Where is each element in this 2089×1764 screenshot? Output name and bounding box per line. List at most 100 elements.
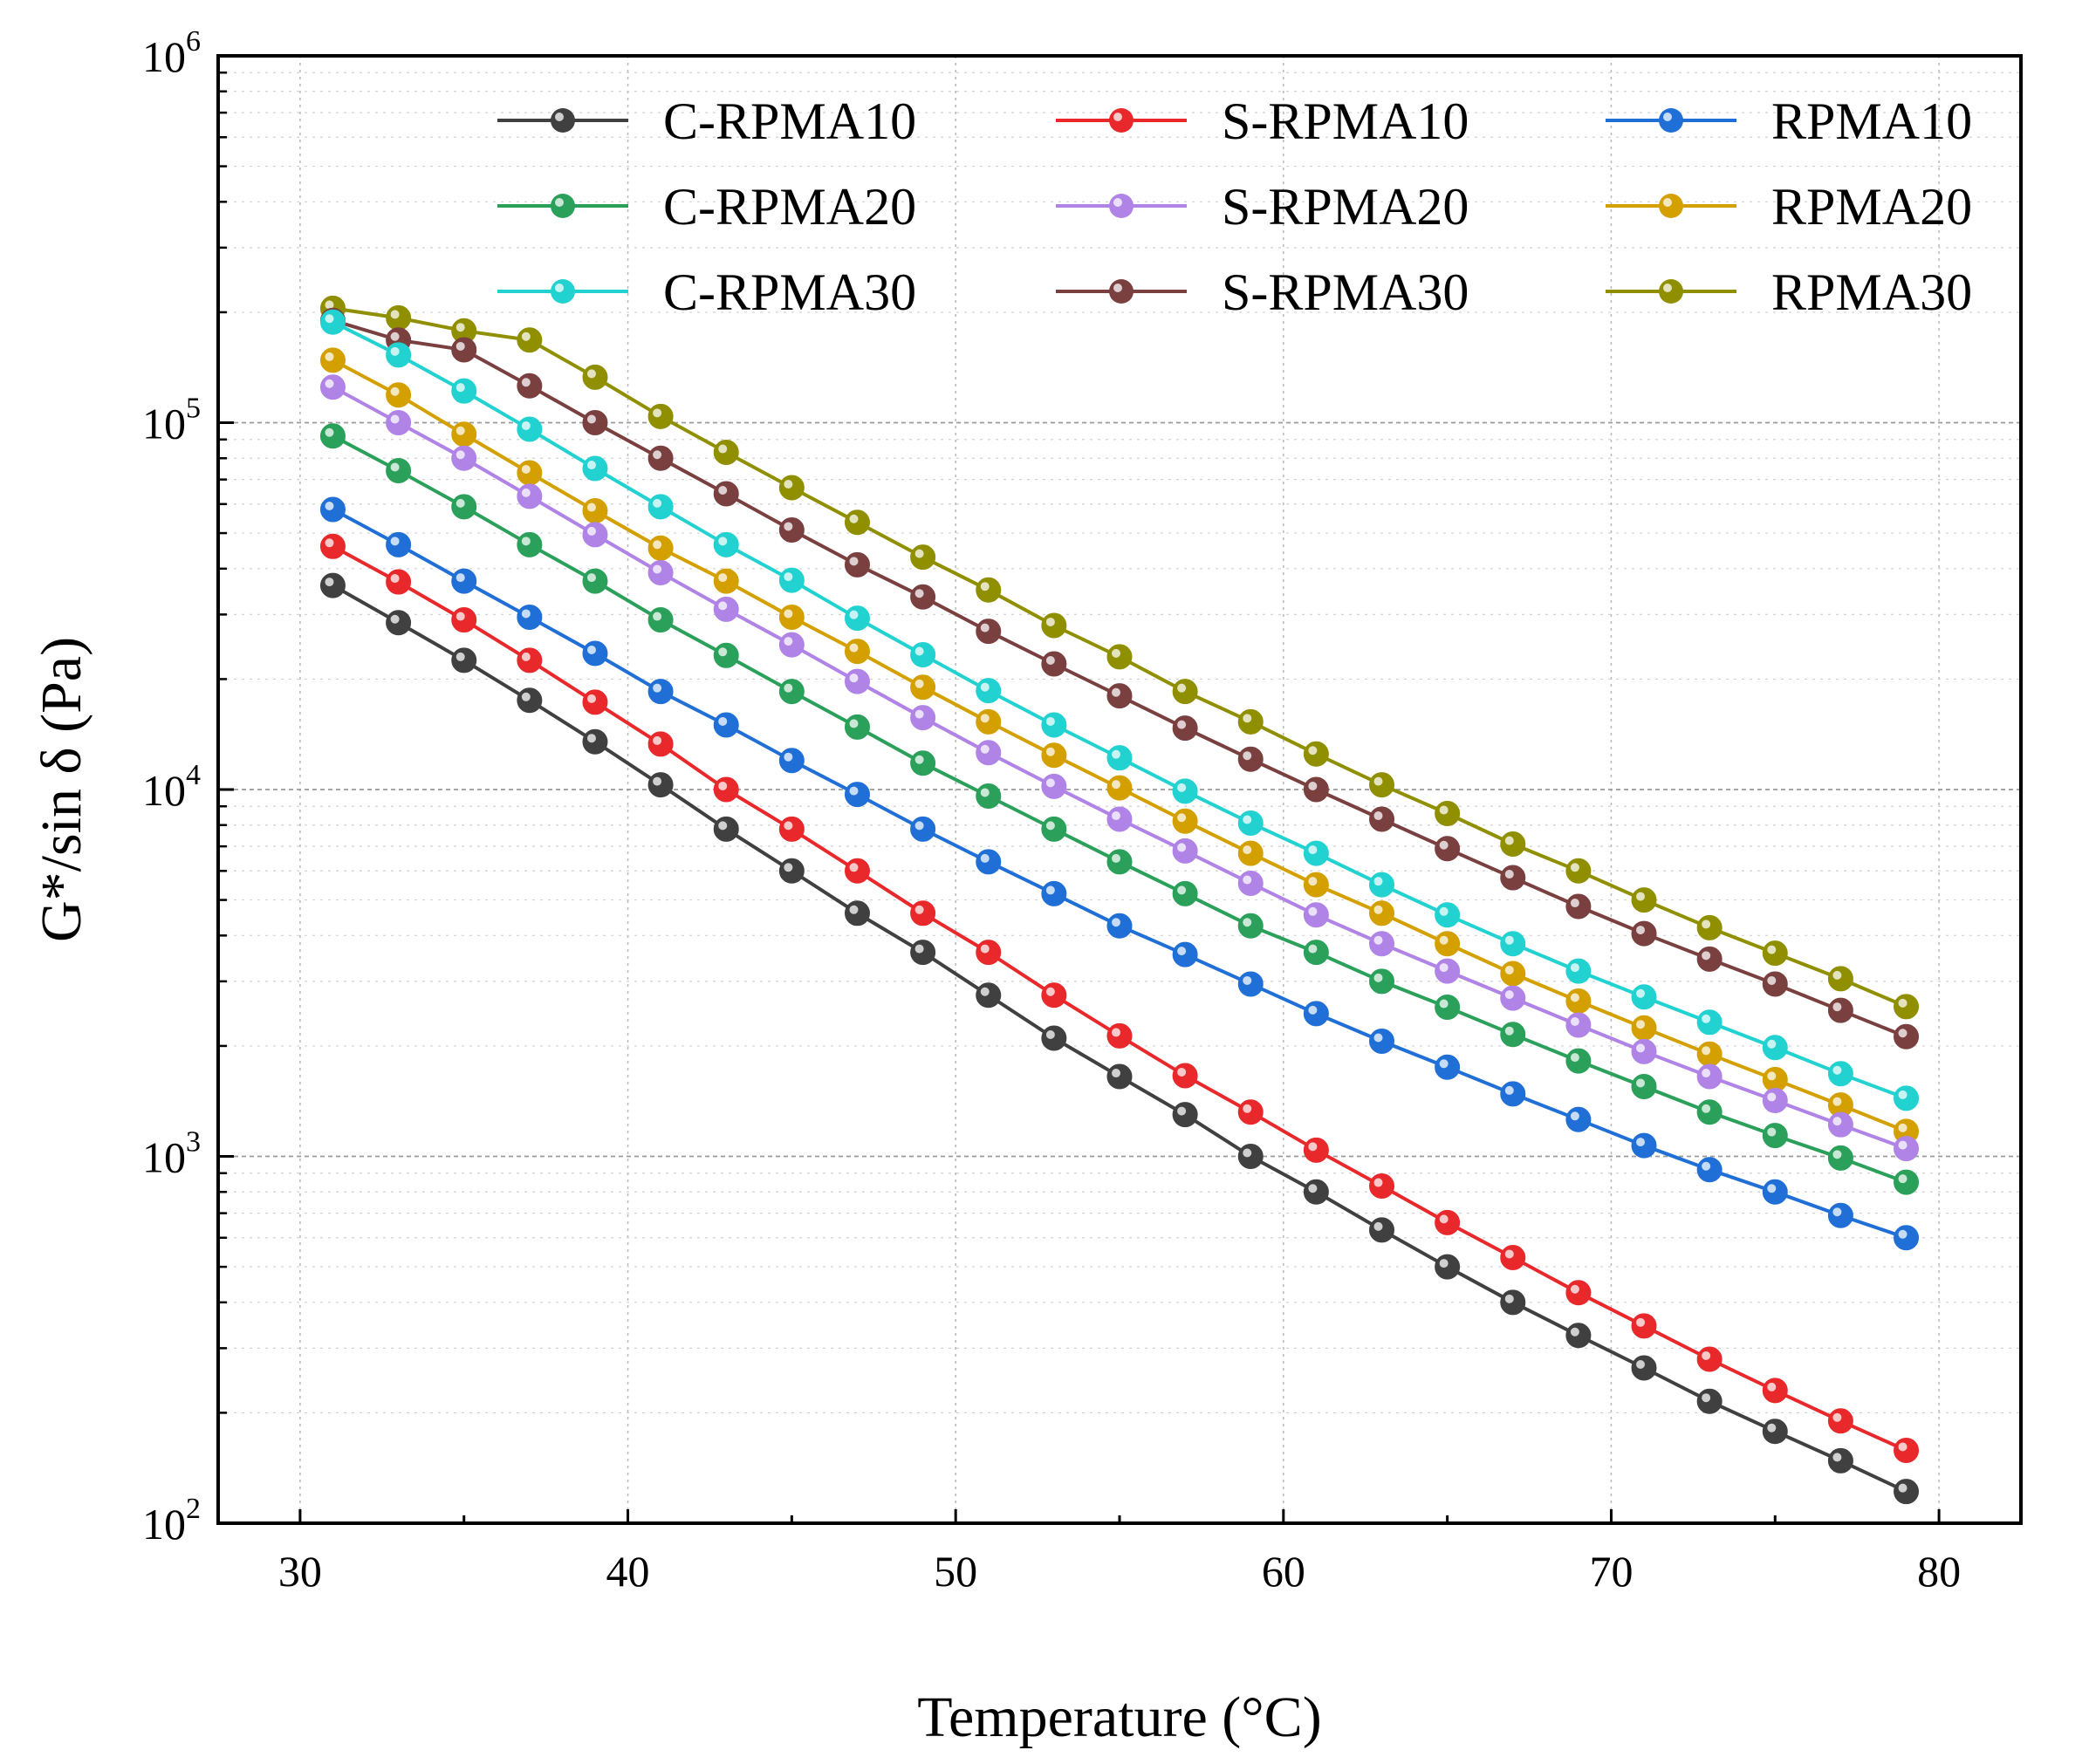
data-point (1894, 1479, 1920, 1505)
data-point-highlight (718, 444, 728, 454)
data-point-highlight (980, 582, 990, 591)
data-point-highlight (1767, 1382, 1777, 1391)
x-tick-label: 80 (1917, 1547, 1961, 1596)
y-tick-exponent: 3 (186, 1126, 201, 1159)
data-point (976, 783, 1002, 809)
data-point (844, 605, 870, 632)
data-point-highlight (1243, 1104, 1252, 1113)
data-point-highlight (1570, 1111, 1579, 1121)
data-point (647, 607, 674, 633)
data-point-highlight (1898, 1029, 1907, 1038)
y-axis-title: G*/sin δ (Pa) (30, 637, 93, 942)
data-point-highlight (1439, 935, 1449, 945)
data-point-highlight (914, 905, 924, 914)
data-point-highlight (390, 537, 400, 546)
legend-swatch-highlight (1113, 198, 1122, 207)
data-point-highlight (1373, 905, 1383, 914)
y-tick-base: 10 (142, 1500, 186, 1549)
data-point-highlight (1045, 821, 1055, 831)
data-point (319, 309, 346, 335)
data-point-highlight (784, 522, 793, 531)
data-point-highlight (455, 450, 465, 460)
data-point (1827, 1447, 1853, 1473)
data-point-highlight (980, 788, 990, 797)
data-point-highlight (1373, 1178, 1383, 1187)
data-point-highlight (1504, 1085, 1514, 1095)
data-point-highlight (1504, 935, 1514, 945)
data-point (1696, 1099, 1723, 1125)
data-point (1041, 612, 1067, 639)
data-point (1565, 1012, 1592, 1038)
data-point (1237, 871, 1264, 897)
data-point (1894, 1023, 1920, 1050)
data-point-highlight (1898, 1090, 1907, 1099)
data-point (1435, 1254, 1461, 1280)
data-point (910, 642, 936, 668)
data-point-highlight (1767, 975, 1777, 985)
y-tick-label: 102 (142, 1493, 201, 1549)
data-point-highlight (914, 709, 924, 719)
data-point (1827, 997, 1853, 1023)
legend-label: RPMA10 (1771, 92, 1972, 150)
data-point (517, 687, 543, 714)
data-point-highlight (1832, 1453, 1842, 1462)
data-point-highlight (1308, 845, 1318, 855)
data-point-highlight (914, 679, 924, 688)
data-point-highlight (586, 694, 596, 703)
data-point (1106, 849, 1133, 875)
data-point-highlight (1504, 990, 1514, 1000)
data-point-highlight (325, 427, 334, 437)
data-point (1303, 872, 1329, 898)
data-point-highlight (980, 944, 990, 954)
data-point (1369, 1029, 1395, 1055)
data-point (1696, 1346, 1723, 1372)
data-point (976, 982, 1002, 1008)
data-point (1172, 941, 1198, 967)
legend: C-RPMA10 S-RPMA10 RPMA10 C-RPMA20 S-RPMA20 RP… (497, 92, 1972, 321)
data-point-highlight (1439, 963, 1449, 973)
data-point-highlight (980, 987, 990, 996)
data-point-highlight (455, 383, 465, 393)
data-point-highlight (1308, 1142, 1318, 1152)
data-point (713, 596, 739, 622)
data-point (1369, 900, 1395, 926)
data-point-highlight (1636, 1138, 1646, 1147)
data-point-highlight (521, 420, 531, 430)
data-point-highlight (1832, 1150, 1842, 1159)
data-point (1565, 1280, 1592, 1306)
data-point (1500, 985, 1526, 1011)
legend-item: C-RPMA30 (497, 263, 916, 321)
data-point (1369, 772, 1395, 798)
data-point-highlight (586, 573, 596, 583)
data-point (1237, 708, 1264, 735)
data-point (1106, 745, 1133, 771)
y-tick-label: 105 (142, 393, 201, 448)
data-point (1369, 872, 1395, 898)
data-point-highlight (1308, 906, 1318, 916)
data-point (517, 373, 543, 399)
data-point (1631, 984, 1657, 1010)
data-point-highlight (1243, 1148, 1252, 1158)
data-point (647, 731, 674, 757)
data-point-highlight (1045, 987, 1055, 996)
data-point-highlight (784, 637, 793, 646)
data-point (1041, 742, 1067, 769)
legend-swatch-highlight (1663, 113, 1672, 121)
data-point (517, 416, 543, 442)
data-point-highlight (390, 310, 400, 319)
data-point-highlight (849, 643, 859, 653)
data-point-highlight (1177, 947, 1187, 956)
data-point (713, 440, 739, 466)
data-point-highlight (784, 480, 793, 489)
series-s-rpma10 (319, 533, 1920, 1463)
data-point (1894, 1136, 1920, 1162)
data-point-highlight (1832, 1412, 1842, 1422)
data-point (517, 531, 543, 557)
data-point (647, 494, 674, 520)
data-point (1631, 1132, 1657, 1159)
data-point-highlight (1177, 783, 1187, 792)
data-point-highlight (521, 652, 531, 661)
data-point (386, 569, 412, 595)
legend-item: C-RPMA10 (497, 92, 916, 150)
